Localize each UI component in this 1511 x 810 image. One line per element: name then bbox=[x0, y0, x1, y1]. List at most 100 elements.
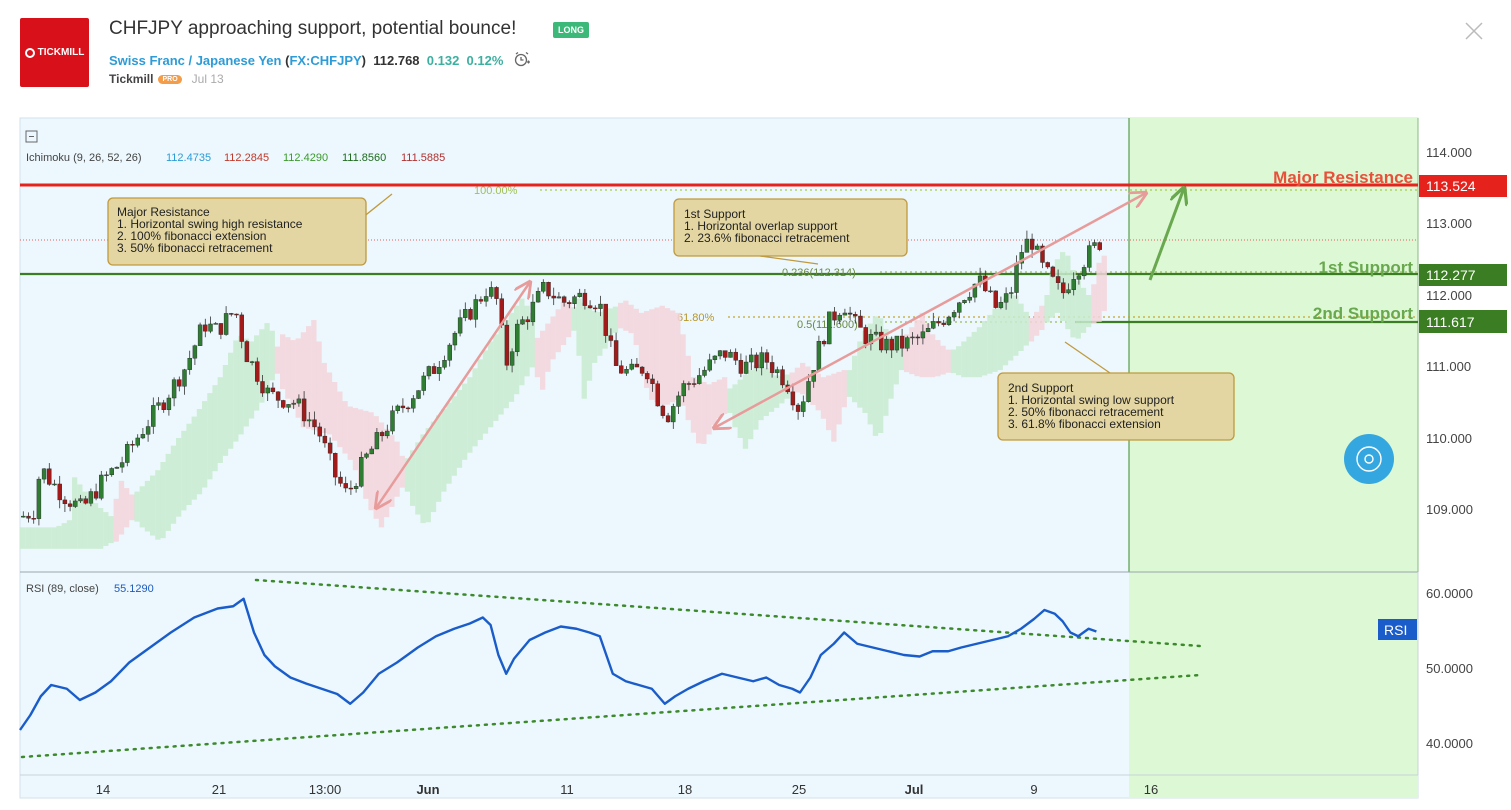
ichimoku-cloud-segment bbox=[40, 527, 47, 549]
ichimoku-cloud-segment bbox=[415, 442, 421, 515]
ichimoku-cloud-segment bbox=[649, 309, 655, 400]
candle-up bbox=[145, 426, 151, 435]
candle-up bbox=[73, 500, 78, 507]
callout-major-line2: 2. 100% fibonacci extension bbox=[117, 229, 266, 243]
ichimoku-cloud-segment bbox=[607, 308, 613, 342]
candle-up bbox=[52, 483, 57, 486]
ichimoku-cloud-segment bbox=[659, 305, 665, 405]
bounce-projection-arrow[interactable] bbox=[1148, 188, 1184, 281]
candle-down bbox=[1061, 282, 1066, 294]
ichimoku-cloud-segment bbox=[196, 409, 203, 495]
ichimoku-cloud-segment bbox=[758, 364, 764, 421]
candle-down bbox=[769, 362, 775, 373]
ichimoku-cloud-segment bbox=[352, 407, 359, 471]
pair-name-link[interactable]: Swiss Franc / Japanese Yen bbox=[109, 53, 282, 68]
candle-down bbox=[504, 324, 510, 366]
ichimoku-cloud-segment bbox=[706, 384, 712, 435]
candle-down bbox=[31, 518, 36, 520]
author-name[interactable]: Tickmill bbox=[109, 72, 154, 86]
resistance-price: 113.524 bbox=[1426, 178, 1476, 194]
close-icon[interactable] bbox=[1463, 20, 1485, 42]
ichimoku-cloud-segment bbox=[77, 484, 83, 549]
time-tick: 11 bbox=[560, 782, 574, 797]
ichimoku-cloud-segment bbox=[155, 470, 161, 540]
rsi-resistance-trendline[interactable] bbox=[254, 578, 1202, 648]
ichimoku-cloud-segment bbox=[935, 340, 941, 377]
ichimoku-cloud-segment bbox=[384, 428, 390, 518]
candle-up bbox=[78, 498, 83, 502]
ichimoku-cloud-segment bbox=[207, 393, 213, 480]
ichimoku-cloud-segment bbox=[269, 330, 275, 381]
idea-title: CHFJPY approaching support, potential bo… bbox=[109, 18, 517, 39]
candle-up bbox=[962, 300, 967, 304]
ichimoku-cloud-segment bbox=[644, 311, 650, 388]
ichimoku-cloud-segment bbox=[98, 507, 104, 549]
ichimoku-cloud-segment bbox=[1101, 255, 1107, 312]
rsi-support-trendline[interactable] bbox=[20, 673, 1202, 759]
candle-down bbox=[1055, 276, 1061, 283]
candle-down bbox=[400, 405, 406, 409]
ichimoku-cloud-segment bbox=[1008, 293, 1014, 361]
candle-up bbox=[437, 367, 442, 374]
ichimoku-cloud-segment bbox=[826, 375, 832, 431]
ichimoku-cloud-segment bbox=[51, 527, 57, 549]
ichimoku-cloud-segment bbox=[342, 401, 348, 454]
candle-up bbox=[88, 491, 94, 504]
ichimoku-cloud-segment bbox=[1096, 262, 1102, 322]
ichimoku-cloud-segment bbox=[113, 498, 119, 542]
callout-major-resistance[interactable]: Major Resistance 1. Horizontal swing hig… bbox=[107, 193, 393, 266]
candle-down bbox=[322, 435, 328, 444]
candle-down bbox=[130, 444, 135, 446]
ichimoku-cloud-segment bbox=[35, 527, 41, 549]
alarm-clock-icon[interactable] bbox=[513, 50, 531, 68]
candle-up bbox=[775, 369, 780, 373]
candle-up bbox=[1071, 279, 1076, 290]
wave-arrow-1[interactable] bbox=[376, 282, 530, 508]
candle-up bbox=[286, 404, 291, 408]
replay-button[interactable] bbox=[1344, 434, 1394, 484]
candle-down bbox=[494, 287, 499, 299]
ichimoku-cloud-segment bbox=[815, 373, 821, 411]
candle-up bbox=[572, 296, 577, 304]
candle-down bbox=[639, 366, 645, 374]
candle-down bbox=[853, 314, 858, 317]
callout-second-support[interactable]: 2nd Support 1. Horizontal swing low supp… bbox=[997, 341, 1235, 441]
callout-first-support[interactable]: 1st Support 1. Horizontal overlap suppor… bbox=[673, 198, 908, 265]
pro-badge: PRO bbox=[158, 75, 182, 84]
candle-up bbox=[749, 354, 754, 363]
ichimoku-cloud-segment bbox=[274, 346, 281, 374]
collapse-legend-icon[interactable] bbox=[25, 130, 38, 143]
candle-down bbox=[62, 499, 68, 505]
candle-up bbox=[442, 360, 447, 368]
candle-up bbox=[509, 351, 515, 366]
candle-up bbox=[624, 369, 629, 374]
candle-down bbox=[478, 299, 484, 302]
ichimoku-cloud-segment bbox=[228, 352, 234, 449]
rsi-tick: 50.0000 bbox=[1426, 661, 1473, 676]
candle-down bbox=[983, 275, 988, 292]
ichimoku-cloud-segment bbox=[222, 364, 229, 456]
candle-up bbox=[182, 369, 187, 387]
ichimoku-cloud-segment bbox=[670, 310, 676, 403]
ichimoku-cloud-segment bbox=[654, 307, 660, 403]
ichimoku-cloud-segment bbox=[306, 326, 312, 429]
ichimoku-cloud-segment bbox=[285, 337, 291, 399]
ichimoku-cloud-segment bbox=[623, 300, 629, 331]
wave-arrow-2[interactable] bbox=[714, 193, 1146, 428]
candle-down bbox=[780, 369, 785, 386]
candle-down bbox=[333, 453, 338, 478]
symbol-line: Swiss Franc / Japanese Yen (FX:CHFJPY) 1… bbox=[109, 50, 531, 68]
candle-down bbox=[67, 503, 73, 507]
ichimoku-cloud-segment bbox=[436, 415, 442, 502]
candle-up bbox=[213, 323, 218, 325]
symbol-link[interactable]: FX:CHFJPY bbox=[289, 53, 362, 68]
ichimoku-cloud-segment bbox=[534, 337, 541, 378]
candle-up bbox=[676, 395, 681, 407]
ichimoku-cloud-segment bbox=[685, 355, 691, 421]
candle-up bbox=[951, 312, 957, 318]
candle-down bbox=[879, 331, 884, 351]
callout-major-line3: 3. 50% fibonacci retracement bbox=[117, 241, 273, 255]
candle-up bbox=[520, 319, 525, 325]
candle-up bbox=[390, 410, 395, 432]
